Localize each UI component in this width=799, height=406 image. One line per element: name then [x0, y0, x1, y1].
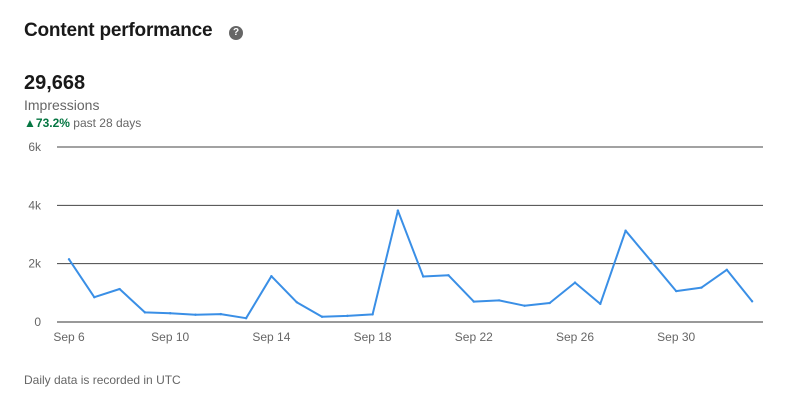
y-tick-label: 2k: [28, 257, 42, 271]
data-point: [118, 287, 121, 291]
utc-footnote: Daily data is recorded in UTC: [24, 373, 181, 387]
series-line: [68, 209, 754, 320]
y-tick-label: 4k: [28, 198, 42, 212]
data-point: [422, 275, 425, 278]
data-point: [675, 289, 678, 293]
x-tick-label: Sep 30: [657, 330, 695, 344]
impressions-value: 29,668: [24, 72, 86, 94]
data-point: [497, 299, 501, 302]
x-tick-label: Sep 18: [354, 330, 392, 344]
data-point: [750, 300, 754, 303]
data-point: [219, 312, 222, 316]
data-point: [599, 302, 602, 306]
data-point: [472, 300, 475, 303]
data-point: [143, 311, 147, 314]
y-tick-label: 0: [34, 315, 41, 329]
card-title: Content performance: [24, 20, 213, 41]
data-point: [396, 209, 400, 212]
impressions-label: Impressions: [24, 97, 100, 113]
data-point: [93, 296, 96, 299]
data-point: [624, 229, 627, 232]
data-point: [548, 301, 551, 305]
x-tick-label: Sep 10: [151, 330, 189, 344]
data-point: [320, 315, 324, 318]
data-point: [270, 275, 273, 278]
change-up-arrow-icon: ▲: [24, 116, 36, 130]
data-point: [523, 304, 526, 307]
data-point: [700, 286, 703, 289]
x-tick-label: Sep 14: [252, 330, 290, 344]
question-circle-icon[interactable]: ?: [229, 26, 243, 40]
data-point: [244, 317, 248, 320]
data-point: [447, 274, 450, 277]
data-point: [725, 268, 728, 271]
data-point: [573, 281, 577, 284]
impressions-line-chart: 0 2k 4k 6k Sep 6 Sep 10 Sep 14 Sep 18 Sep 22 Sep …: [28, 140, 763, 344]
impressions-change: ▲73.2% past 28 days: [24, 116, 141, 130]
y-tick-label: 6k: [28, 140, 42, 154]
data-point: [295, 300, 298, 304]
data-point: [194, 313, 197, 316]
x-tick-label: Sep 22: [455, 330, 493, 344]
data-point: [169, 312, 172, 315]
x-tick-label: Sep 6: [53, 330, 85, 344]
data-point: [649, 259, 653, 262]
data-point: [346, 314, 349, 318]
change-period: past 28 days: [73, 116, 142, 130]
data-point: [371, 313, 374, 316]
x-tick-label: Sep 26: [556, 330, 594, 344]
data-point: [67, 258, 71, 261]
change-percent: 73.2%: [35, 116, 70, 130]
